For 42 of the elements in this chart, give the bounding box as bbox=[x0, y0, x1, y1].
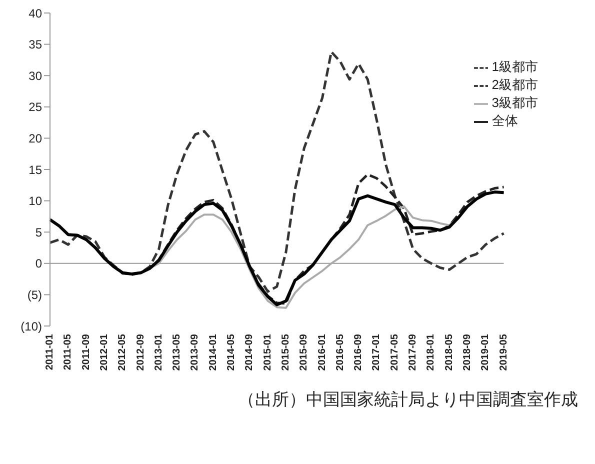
x-tick-label: 2014-01 bbox=[208, 334, 219, 371]
y-tick-label: 40 bbox=[28, 6, 42, 20]
legend-label: 2級都市 bbox=[492, 77, 538, 92]
legend-label: 3級都市 bbox=[492, 95, 538, 110]
y-tick-label: (10) bbox=[20, 319, 42, 334]
x-tick-label: 2012-09 bbox=[135, 334, 146, 371]
legend-label: 全体 bbox=[492, 113, 518, 128]
x-tick-label: 2018-05 bbox=[444, 334, 455, 371]
x-tick-label: 2011-09 bbox=[80, 334, 92, 370]
x-tick-label: 2011-05 bbox=[62, 334, 74, 370]
x-tick-label: 2011-01 bbox=[44, 334, 56, 370]
x-tick-label: 2012-01 bbox=[98, 334, 110, 371]
x-tick-label: 2015-09 bbox=[298, 334, 310, 371]
x-tick-label: 2016-09 bbox=[353, 334, 364, 371]
y-tick-label: (5) bbox=[27, 288, 42, 302]
x-tick-label: 2019-05 bbox=[498, 334, 510, 371]
y-tick-label: 15 bbox=[28, 162, 42, 177]
y-tick-label: 20 bbox=[28, 131, 42, 146]
x-tick-label: 2012-05 bbox=[117, 334, 128, 371]
x-tick-label: 2019-01 bbox=[480, 334, 492, 371]
y-tick-label: 5 bbox=[35, 225, 42, 240]
x-tick-label: 2014-05 bbox=[226, 334, 238, 371]
x-tick-label: 2017-05 bbox=[389, 334, 400, 371]
text: （出所）中国国家統計局より中国調査室作成 bbox=[237, 389, 579, 411]
x-tick-label: 2013-01 bbox=[153, 334, 164, 371]
y-tick-label: 35 bbox=[28, 38, 42, 52]
x-tick-label: 2016-05 bbox=[334, 334, 346, 371]
x-tick-label: 2018-01 bbox=[426, 334, 437, 371]
x-tick-label: 2013-09 bbox=[190, 334, 201, 371]
x-tick-label: 2015-05 bbox=[280, 334, 292, 371]
x-tick-label: 2016-01 bbox=[316, 334, 328, 371]
x-tick-label: 2017-01 bbox=[371, 334, 382, 371]
x-tick-label: 2018-09 bbox=[462, 334, 473, 371]
x-tick-label: 2013-05 bbox=[172, 334, 183, 371]
x-tick-label: 2017-09 bbox=[408, 334, 419, 371]
x-tick-label: 2015-01 bbox=[262, 334, 274, 371]
y-tick-label: 10 bbox=[28, 194, 42, 208]
y-tick-label: 25 bbox=[28, 100, 42, 114]
y-tick-label: 0 bbox=[35, 256, 42, 271]
x-tick-label: 2014-09 bbox=[244, 334, 256, 371]
y-tick-label: 30 bbox=[28, 68, 42, 83]
legend-label: 1級都市 bbox=[492, 59, 538, 74]
